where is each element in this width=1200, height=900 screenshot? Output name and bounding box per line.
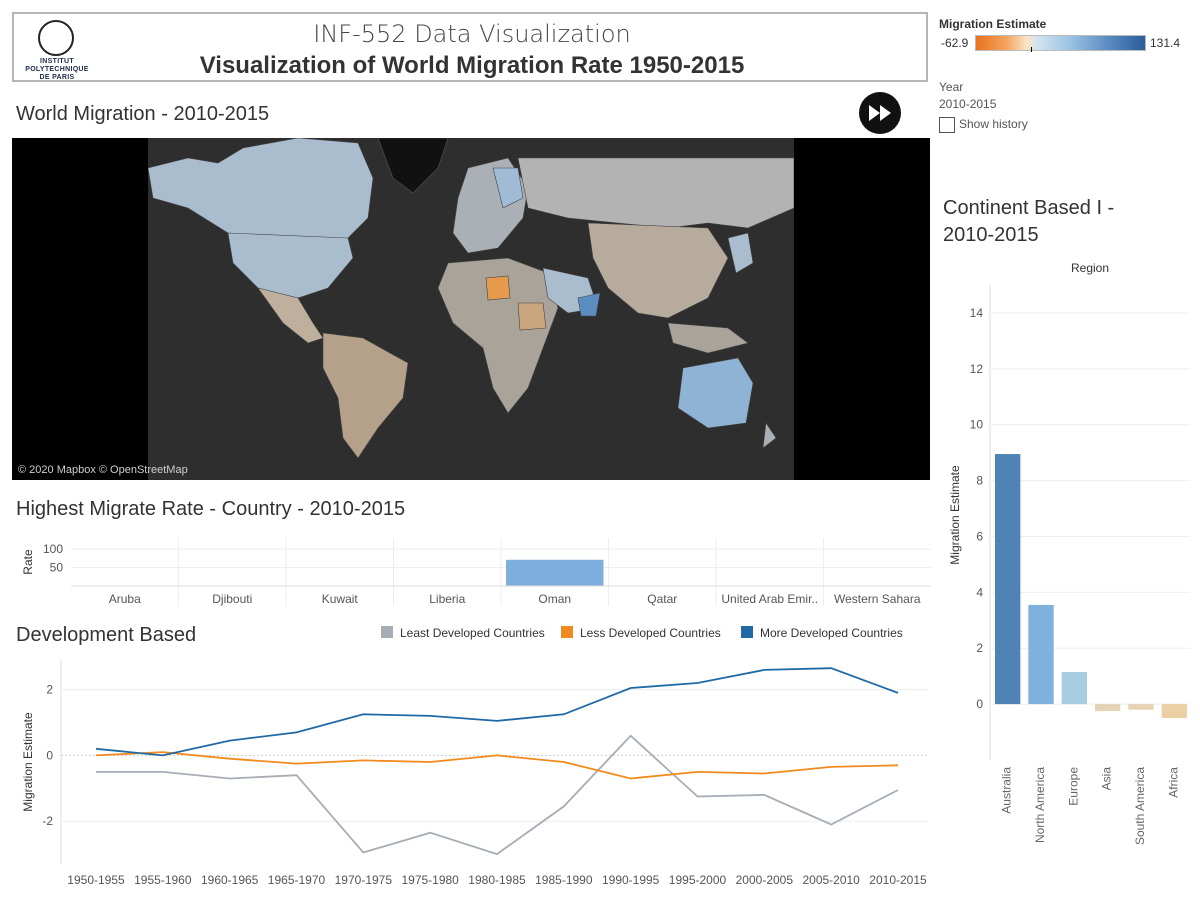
bar-europe <box>1061 671 1087 705</box>
x-tick-label: United Arab Emir.. <box>721 592 818 606</box>
map-region-north-america <box>147 138 374 244</box>
institution-logo: INSTITUT POLYTECHNIQUE DE PARIS <box>22 20 92 81</box>
legend-label[interactable]: Least Developed Countries <box>400 626 545 640</box>
play-animation-button[interactable] <box>859 92 901 134</box>
y-tick-label: 2 <box>976 641 983 655</box>
legend-swatch[interactable] <box>741 626 753 638</box>
legend-label[interactable]: Less Developed Countries <box>580 626 721 640</box>
y-tick-label: 12 <box>970 362 984 376</box>
y-tick-label: 10 <box>970 418 984 432</box>
x-tick-label: 1955-1960 <box>134 873 192 887</box>
x-tick-label: 1980-1985 <box>468 873 526 887</box>
x-tick-label: 2010-2015 <box>869 873 927 887</box>
map-region-australia <box>677 357 754 429</box>
y-tick-label: 6 <box>976 529 983 543</box>
x-tick-label: Asia <box>1100 767 1114 791</box>
x-tick-label: Qatar <box>647 592 677 606</box>
continent-chart: Region 0 2 4 6 8 10 12 14 Migration Estimate Austr… <box>948 261 1190 845</box>
logo-line-3: DE PARIS <box>39 74 75 81</box>
logo-line-2: POLYTECHNIQUE <box>25 66 89 73</box>
map-title: World Migration - 2010-2015 <box>16 103 270 125</box>
color-legend-min: -62.9 <box>941 36 969 50</box>
show-history-label[interactable]: Show history <box>959 117 1028 131</box>
highest-rate-title: Highest Migrate Rate - Country - 2010-20… <box>16 498 406 520</box>
bar-africa <box>1161 704 1187 719</box>
color-legend-gradient <box>975 35 1146 51</box>
y-tick-label: -2 <box>42 814 53 828</box>
map-canvas[interactable] <box>147 138 795 480</box>
x-tick-label: 2000-2005 <box>736 873 794 887</box>
logo-line-1: INSTITUT <box>40 58 74 65</box>
bar-australia <box>995 454 1021 705</box>
series-line-less-developed-countries <box>95 751 899 780</box>
x-tick-label: South America <box>1133 767 1147 845</box>
y-axis-label: Migration Estimate <box>21 712 35 812</box>
fast-forward-icon <box>869 105 891 121</box>
x-tick-label: 1960-1965 <box>201 873 259 887</box>
x-tick-label: 2005-2010 <box>802 873 860 887</box>
x-tick-label: 1990-1995 <box>602 873 660 887</box>
bar-oman <box>506 559 604 586</box>
development-chart: -2 0 2 Migration Estimate 1950-1955 1955-1960… <box>21 660 928 887</box>
x-tick-label: 1975-1980 <box>401 873 459 887</box>
bar-asia <box>1095 704 1121 712</box>
x-tick-label: Europe <box>1066 767 1080 806</box>
x-tick-label: Oman <box>538 592 571 606</box>
x-tick-label: Kuwait <box>322 592 359 606</box>
y-tick-label: 4 <box>976 585 983 599</box>
map-region-asia <box>517 157 795 229</box>
y-tick-label: 14 <box>970 306 984 320</box>
continent-title: Continent Based I - 2010-2015 <box>943 197 1115 246</box>
map-region-oman <box>577 292 601 317</box>
bar-north-america <box>1028 604 1054 705</box>
color-legend-max: 131.4 <box>1150 36 1181 50</box>
y-axis-label: Migration Estimate <box>948 465 962 565</box>
x-tick-label: Aruba <box>109 592 141 606</box>
x-tick-label: North America <box>1033 767 1047 843</box>
color-legend-zero-tick <box>1031 47 1032 52</box>
x-tick-label: 1970-1975 <box>335 873 393 887</box>
x-tick-label: 1965-1970 <box>268 873 326 887</box>
y-tick-label: 0 <box>976 697 983 711</box>
y-tick-label: 2 <box>46 683 53 697</box>
year-filter-value[interactable]: 2010-2015 <box>939 97 997 111</box>
bar-south-america <box>1128 704 1154 710</box>
x-tick-label: Djibouti <box>212 592 252 606</box>
x-tick-label: Western Sahara <box>834 592 921 606</box>
y-tick-label: 8 <box>976 474 983 488</box>
year-filter-label: Year <box>939 80 964 94</box>
y-tick-label: 50 <box>50 561 64 575</box>
series-line-more-developed-countries <box>95 667 899 757</box>
x-tick-label: Africa <box>1166 767 1180 798</box>
map-region-south-america <box>322 332 409 459</box>
world-map[interactable]: © 2020 Mapbox © OpenStreetMap <box>12 138 930 480</box>
show-history-checkbox[interactable] <box>939 117 955 133</box>
dashboard-title: Visualization of World Migration Rate 19… <box>199 52 745 79</box>
development-title: Development Based <box>16 624 197 646</box>
y-tick-label: 0 <box>46 748 53 762</box>
x-tick-label: 1985-1990 <box>535 873 593 887</box>
series-line-least-developed-countries <box>96 734 899 856</box>
legend-swatch[interactable] <box>381 626 393 638</box>
legend-label[interactable]: More Developed Countries <box>760 626 903 640</box>
y-tick-label: 100 <box>43 542 63 556</box>
world-map-shapes <box>147 138 795 459</box>
x-tick-label: Australia <box>1000 767 1014 814</box>
highest-rate-chart: 50 100 Rate Aruba Djibouti Kuwait Liberia Oman Q… <box>21 538 931 606</box>
legend-swatch[interactable] <box>561 626 573 638</box>
x-tick-label: Liberia <box>429 592 465 606</box>
y-axis-label: Rate <box>21 549 35 575</box>
chart-header: Region <box>1071 261 1109 275</box>
color-legend-title: Migration Estimate <box>939 17 1047 31</box>
dashboard-subtitle: INF-552 Data Visualization <box>313 20 631 48</box>
map-region-africa <box>437 257 559 414</box>
x-tick-label: 1950-1955 <box>67 873 125 887</box>
x-tick-label: 1995-2000 <box>669 873 727 887</box>
map-attribution[interactable]: © 2020 Mapbox © OpenStreetMap <box>18 464 188 476</box>
dashboard-header: INSTITUT POLYTECHNIQUE DE PARIS INF-552 … <box>12 12 928 82</box>
